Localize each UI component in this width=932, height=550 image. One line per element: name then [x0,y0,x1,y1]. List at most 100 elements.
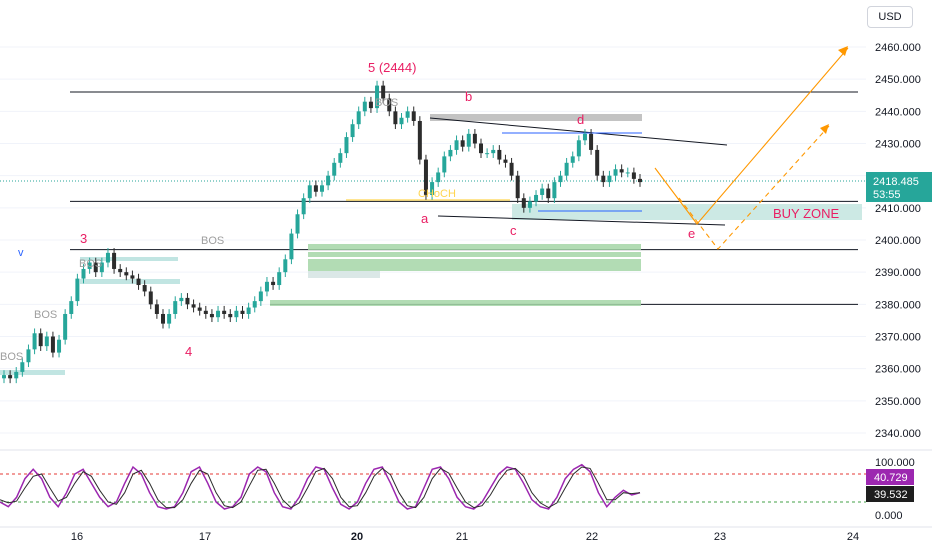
osc-tick-100: 100.000 [875,457,915,469]
currency-button[interactable]: USD [867,6,913,28]
candle-body [595,149,600,176]
osc-k-tag: 40.729 [874,472,908,484]
candle-body [112,252,117,269]
bos-box-left [80,257,178,261]
osc-d-tag: 39.532 [874,489,908,501]
candle-body [558,175,563,183]
candle-body [216,310,221,318]
candle-body [38,333,43,347]
candle-body [228,313,233,318]
candle-body [246,307,251,314]
time-tick-label: 21 [456,531,468,543]
price-tick-label: 2380.000 [875,299,921,311]
candle-body [26,349,31,363]
candle-body [99,262,104,273]
bos-label-5: BOS [0,351,23,363]
candles [2,80,642,384]
candle-body [136,278,141,286]
current-price-value: 2418.485 [873,176,919,188]
price-tick-label: 2350.000 [875,396,921,408]
time-tick-label: 17 [199,531,211,543]
candle-body [393,111,398,125]
buy-zone-label: BUY ZONE [773,206,840,221]
candle-body [430,182,435,195]
candle-body [423,159,428,195]
candle-body [258,291,263,302]
candle-body [344,137,349,154]
candle-body [442,156,447,173]
candle-body [271,281,276,286]
candle-body [509,162,514,176]
candle-body [161,313,165,324]
candle-body [154,304,159,314]
candle-body [491,149,496,154]
price-tick-label: 2370.000 [875,332,921,344]
price-tick-label: 2400.000 [875,235,921,247]
current-price-bg [866,172,932,202]
osc-d-tag-bg [866,486,914,502]
zones [0,114,862,375]
candle-body [191,304,196,308]
projection-solid [654,47,849,225]
time-tick-label: 20 [351,531,363,543]
green-zone-2 [308,252,641,257]
candle-body [222,310,227,314]
candle-body [515,175,520,199]
candle-body [521,198,526,208]
candle-body [479,143,483,154]
candle-body [601,175,606,183]
candle-body [460,140,465,147]
time-tick-label: 24 [847,531,859,543]
candle-body [350,124,355,138]
green-zone-1 [308,244,641,250]
candle-body [332,162,337,176]
oscillator-k-line [0,463,641,510]
green-zone-4 [270,300,641,306]
wave-label-b: b [465,89,472,104]
candle-body [185,297,190,305]
oscillator-axis: 100.000 0.000 40.729 39.532 [866,457,915,522]
candle-body [326,175,331,186]
candle-body [472,133,477,144]
candle-body [503,159,508,163]
candle-body [124,272,129,276]
candle-body [179,297,184,302]
candle-body [375,85,380,109]
candle-body [313,185,318,192]
wave-label-c: c [510,223,517,238]
grey-zone-top [430,114,642,121]
candle-body [399,117,404,125]
candle-body [527,201,532,208]
wave-label-a: a [421,211,429,226]
oscillator-d-line [0,466,641,509]
candle-body [448,149,453,157]
candle-body [570,156,575,163]
v-marker: v [18,247,24,259]
candle-body [197,307,202,311]
price-tick-label: 2360.000 [875,364,921,376]
candle-body [619,169,624,173]
bos-label-2: BOS [201,235,224,247]
candle-body [625,172,630,174]
osc-k-tag-bg [866,469,914,485]
trendlines [0,117,866,226]
time-axis[interactable]: 16 17 20 21 22 23 24 [71,531,859,543]
time-tick-label: 22 [586,531,598,543]
candle-body [301,198,306,215]
price-tick-label: 2450.000 [875,74,921,86]
price-axis[interactable]: 2460.0002450.0002440.0002430.0002420.000… [875,42,921,440]
candle-body [252,301,257,308]
candle-body [167,313,172,324]
candle-body [283,259,288,273]
candle-body [289,233,294,260]
wave-label-4: 4 [185,344,192,359]
candle-body [534,194,539,202]
projection-paths [654,46,849,250]
candle-body [338,153,343,163]
candle-body [203,310,208,314]
candle-body [14,371,19,379]
candle-body [93,262,98,273]
wave-label-d: d [577,112,584,127]
candle-body [387,98,392,112]
